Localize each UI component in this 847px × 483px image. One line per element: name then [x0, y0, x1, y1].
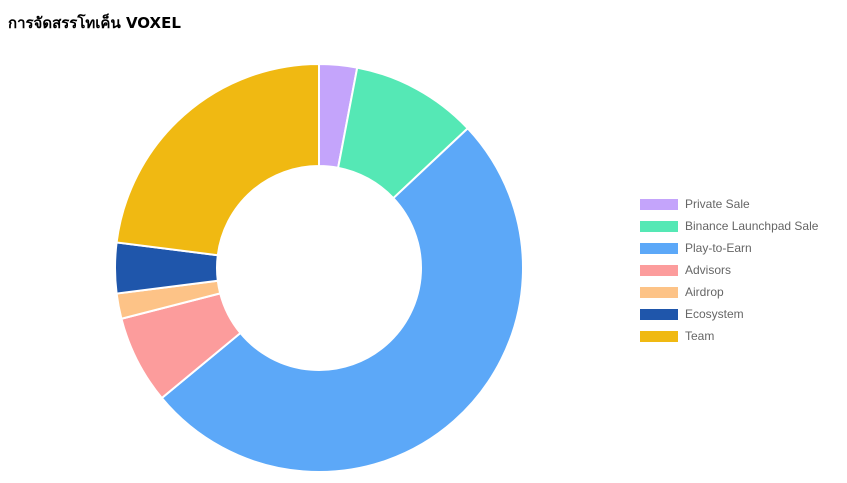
legend-label: Private Sale — [685, 197, 750, 211]
chart-title: การจัดสรรโทเค็น VOXEL — [8, 14, 181, 32]
legend-swatch — [640, 220, 678, 232]
legend-item-airdrop[interactable]: Airdrop — [640, 281, 818, 303]
legend-label: Binance Launchpad Sale — [685, 219, 819, 233]
legend-label: Airdrop — [685, 285, 724, 299]
legend-item-binance-launchpad-sale[interactable]: Binance Launchpad Sale — [640, 215, 818, 237]
legend-label: Advisors — [685, 263, 732, 277]
slice-team[interactable] — [115, 62, 320, 257]
chart-legend: Private Sale Binance Launchpad Sale Play-t… — [640, 193, 818, 347]
legend-swatch — [640, 264, 678, 276]
legend-swatch — [640, 242, 678, 254]
legend-item-private-sale[interactable]: Private Sale — [640, 193, 818, 215]
legend-label: Team — [685, 329, 715, 343]
legend-item-play-to-earn[interactable]: Play-to-Earn — [640, 237, 818, 259]
legend-label: Ecosystem — [685, 307, 744, 321]
legend-swatch — [640, 330, 678, 342]
legend-swatch — [640, 198, 678, 210]
slice-play-to-earn[interactable] — [160, 126, 524, 473]
legend-item-team[interactable]: Team — [640, 325, 818, 347]
legend-item-advisors[interactable]: Advisors — [640, 259, 818, 281]
legend-swatch — [640, 286, 678, 298]
legend-item-ecosystem[interactable]: Ecosystem — [640, 303, 818, 325]
legend-label: Play-to-Earn — [685, 241, 752, 255]
legend-swatch — [640, 308, 678, 320]
